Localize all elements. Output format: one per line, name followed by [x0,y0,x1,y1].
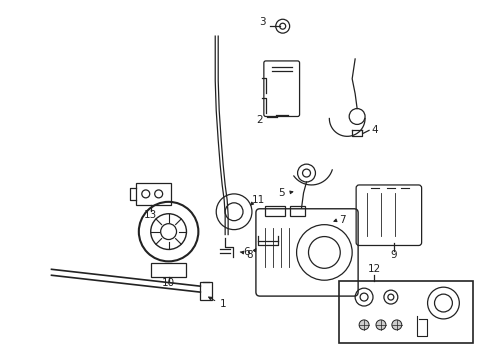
Text: 3: 3 [260,17,266,27]
Text: 5: 5 [278,188,285,198]
Bar [290,206,305,216]
Bar [136,183,171,205]
Text: 1: 1 [220,299,226,309]
Bar [265,206,285,216]
Circle shape [392,320,402,330]
Text: 9: 9 [391,251,397,260]
Text: 7: 7 [339,215,345,225]
Text: 2: 2 [257,116,263,126]
Circle shape [376,320,386,330]
Bar [151,264,187,277]
Text: 6: 6 [244,247,250,257]
Text: 11: 11 [252,195,266,205]
Text: 8: 8 [246,251,253,260]
Text: 4: 4 [372,125,378,135]
Circle shape [359,320,369,330]
Text: 12: 12 [368,264,381,274]
Bar [339,281,473,343]
Text: 13: 13 [144,210,157,220]
Text: 10: 10 [162,278,175,288]
Bar [200,282,212,300]
